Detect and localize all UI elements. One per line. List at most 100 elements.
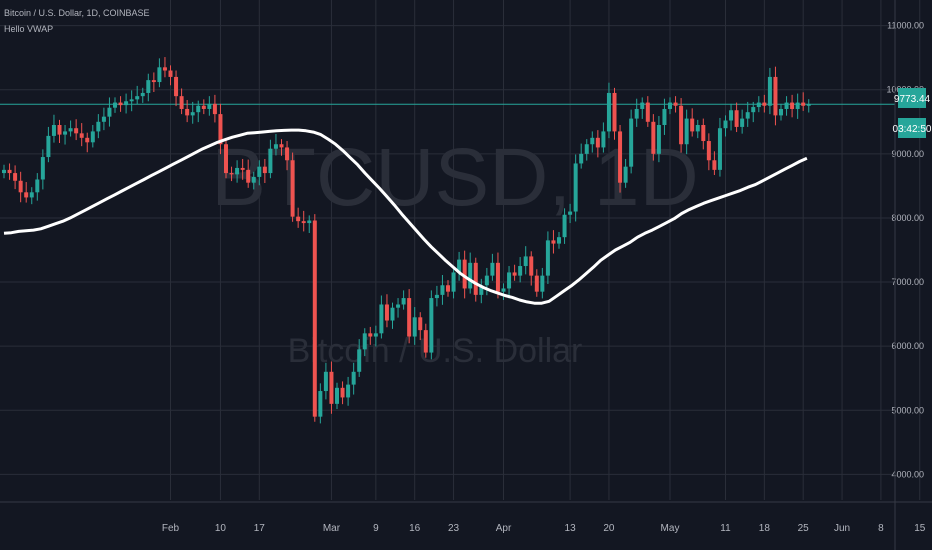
candle[interactable] (396, 298, 401, 318)
candle[interactable] (801, 92, 806, 111)
candle[interactable] (618, 125, 623, 193)
candle[interactable] (257, 160, 262, 186)
candle[interactable] (101, 107, 106, 131)
candle[interactable] (346, 376, 351, 406)
candle[interactable] (201, 99, 206, 115)
candle[interactable] (523, 246, 528, 275)
candle[interactable] (107, 97, 112, 127)
candle[interactable] (529, 251, 534, 286)
candle[interactable] (712, 151, 717, 175)
candle[interactable] (190, 101, 195, 124)
candle[interactable] (651, 114, 656, 161)
candle[interactable] (296, 207, 301, 228)
candle[interactable] (29, 187, 34, 205)
candle[interactable] (85, 132, 90, 153)
vwap-line[interactable] (3, 128, 808, 305)
candle[interactable] (806, 99, 811, 113)
candle[interactable] (418, 312, 423, 341)
candle[interactable] (679, 98, 684, 153)
candle[interactable] (468, 252, 473, 294)
candle[interactable] (579, 143, 584, 169)
candle[interactable] (545, 231, 550, 284)
candle[interactable] (384, 294, 389, 328)
candle[interactable] (246, 159, 251, 188)
candle[interactable] (40, 149, 45, 190)
candle[interactable] (224, 139, 228, 179)
candle[interactable] (262, 158, 267, 184)
candle[interactable] (695, 119, 700, 139)
candle[interactable] (168, 65, 173, 86)
candle[interactable] (512, 264, 517, 281)
candle[interactable] (551, 230, 556, 254)
candle[interactable] (612, 87, 617, 140)
candle[interactable] (501, 283, 506, 300)
symbol-legend[interactable]: Bitcoin / U.S. Dollar, 1D, COINBASE (4, 8, 150, 18)
candle[interactable] (63, 125, 68, 145)
candle[interactable] (323, 362, 328, 400)
candle[interactable] (285, 141, 290, 171)
indicator-legend[interactable]: Hello VWAP (4, 24, 54, 34)
candle[interactable] (2, 164, 6, 179)
candle[interactable] (462, 250, 467, 299)
candle[interactable] (118, 96, 123, 112)
candle[interactable] (240, 158, 245, 180)
candle[interactable] (229, 166, 234, 182)
candle[interactable] (268, 139, 273, 179)
candle[interactable] (751, 101, 756, 123)
candle[interactable] (212, 94, 217, 123)
candle[interactable] (135, 85, 140, 105)
candle[interactable] (457, 251, 462, 281)
candle[interactable] (634, 98, 639, 127)
candle[interactable] (645, 96, 650, 127)
candle[interactable] (307, 215, 312, 234)
candle[interactable] (423, 323, 428, 358)
candle[interactable] (146, 73, 151, 102)
candle[interactable] (434, 285, 439, 307)
candle[interactable] (218, 103, 223, 155)
candle[interactable] (640, 97, 645, 119)
candle[interactable] (368, 326, 373, 345)
candle[interactable] (379, 295, 384, 339)
candle[interactable] (329, 361, 334, 414)
candle[interactable] (717, 117, 722, 177)
candle[interactable] (312, 214, 317, 422)
candle[interactable] (390, 302, 395, 329)
candle[interactable] (357, 339, 362, 377)
candle[interactable] (779, 103, 783, 121)
candle[interactable] (507, 266, 512, 299)
candle[interactable] (762, 94, 767, 113)
candle[interactable] (429, 290, 434, 360)
candle[interactable] (96, 114, 101, 139)
candle[interactable] (362, 328, 367, 357)
candle[interactable] (451, 266, 456, 299)
candle[interactable] (90, 125, 95, 148)
candle[interactable] (235, 160, 240, 183)
candle[interactable] (290, 152, 295, 222)
candle[interactable] (162, 57, 167, 78)
candle[interactable] (595, 130, 600, 158)
candle[interactable] (196, 100, 201, 123)
candle[interactable] (124, 93, 129, 114)
candle[interactable] (51, 114, 56, 143)
candle[interactable] (301, 210, 306, 232)
candle[interactable] (157, 58, 162, 88)
candle[interactable] (662, 98, 667, 135)
candle[interactable] (584, 139, 589, 161)
candle[interactable] (473, 257, 478, 302)
candle[interactable] (279, 139, 284, 156)
candle[interactable] (723, 115, 728, 137)
vwap-path[interactable] (3, 128, 808, 305)
candle[interactable] (13, 165, 18, 190)
candle[interactable] (490, 253, 495, 281)
candle[interactable] (340, 381, 345, 405)
candle[interactable] (57, 119, 62, 143)
candle[interactable] (373, 325, 378, 347)
candle[interactable] (784, 96, 789, 116)
candle[interactable] (668, 97, 672, 115)
candle[interactable] (701, 118, 706, 150)
candle[interactable] (185, 100, 190, 123)
candle[interactable] (7, 163, 12, 180)
candle[interactable] (623, 158, 628, 188)
candle[interactable] (690, 108, 695, 137)
